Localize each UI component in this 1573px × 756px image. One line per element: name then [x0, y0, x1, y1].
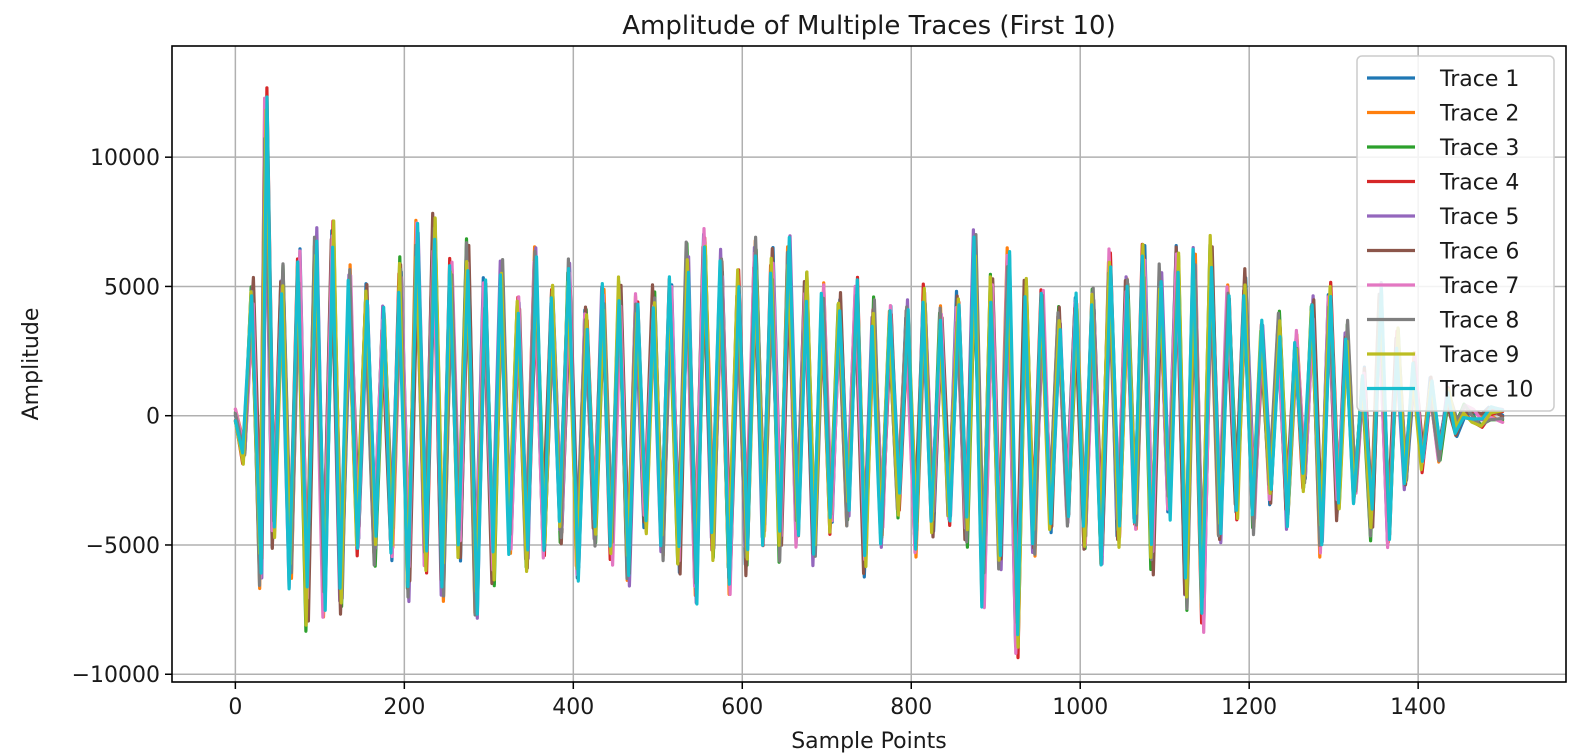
x-axis-title: Sample Points	[791, 729, 947, 754]
legend-entry-label: Trace 5	[1439, 205, 1519, 230]
x-tick-label: 600	[721, 695, 763, 720]
legend-entry-label: Trace 6	[1439, 240, 1519, 265]
y-tick-label: −10000	[72, 663, 160, 688]
legend: Trace 1 Trace 2 Trace 3 Trace 4 Trace 5 Trace…	[1356, 55, 1555, 412]
chart-title: Amplitude of Multiple Traces (First 10)	[622, 11, 1116, 41]
legend-entry-label: Trace 10	[1439, 378, 1533, 403]
x-tick-label: 200	[383, 695, 425, 720]
y-tick-label: 10000	[90, 146, 160, 171]
x-tick-label: 800	[890, 695, 932, 720]
legend-entry-label: Trace 9	[1439, 343, 1519, 368]
legend-entry-label: Trace 3	[1439, 136, 1519, 161]
x-tick-label: 1200	[1221, 695, 1277, 720]
x-tick-label: 1400	[1390, 695, 1446, 720]
y-tick-label: 5000	[104, 275, 160, 300]
legend-entry-label: Trace 4	[1439, 171, 1519, 196]
y-tick-label: −5000	[86, 534, 160, 559]
legend-entry-label: Trace 2	[1439, 102, 1519, 127]
legend-entry-label: Trace 7	[1439, 274, 1519, 299]
y-axis-title: Amplitude	[19, 308, 44, 421]
legend-entry-label: Trace 8	[1439, 309, 1519, 334]
x-tick-label: 400	[552, 695, 594, 720]
plot-area-frame	[171, 45, 1567, 683]
legend-entry-label: Trace 1	[1439, 67, 1519, 92]
axis-ticks: 0 200 400 600 800 1000 1200 1400 −10000 −5000 0 500…	[72, 146, 1447, 720]
x-tick-label: 1000	[1052, 695, 1108, 720]
y-tick-label: 0	[146, 405, 160, 430]
series-line-trace-10	[233, 95, 1505, 637]
x-tick-label: 0	[228, 695, 242, 720]
series-lines	[233, 86, 1505, 660]
legend-box	[1356, 55, 1555, 412]
